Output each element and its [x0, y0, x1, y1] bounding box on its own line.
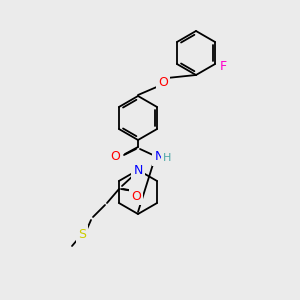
Text: O: O: [131, 190, 141, 202]
Text: N: N: [154, 151, 164, 164]
Text: F: F: [220, 59, 227, 73]
Text: S: S: [78, 227, 86, 241]
Text: N: N: [133, 164, 143, 176]
Text: H: H: [163, 153, 171, 163]
Text: O: O: [158, 76, 168, 88]
Text: O: O: [110, 151, 120, 164]
